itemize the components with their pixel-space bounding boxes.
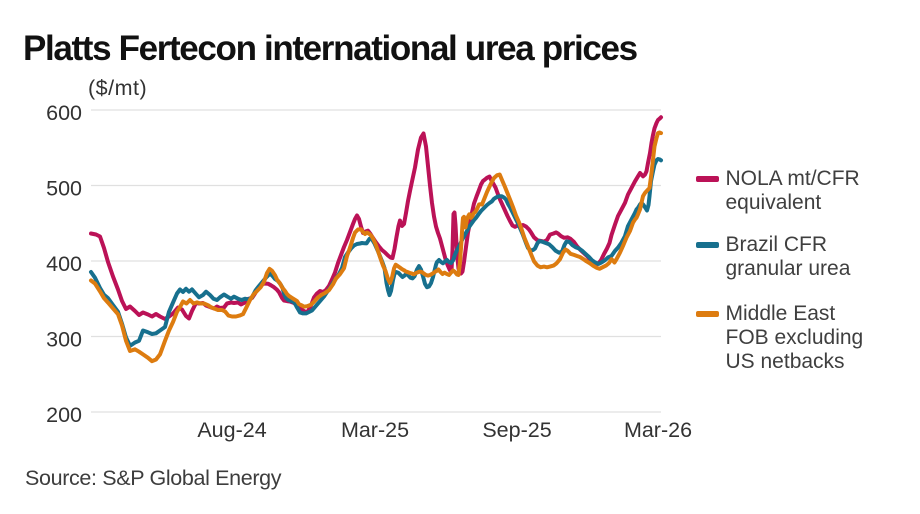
svg-text:300: 300 bbox=[46, 328, 82, 352]
svg-text:600: 600 bbox=[46, 101, 82, 125]
svg-text:400: 400 bbox=[46, 252, 82, 276]
svg-text:Sep-25: Sep-25 bbox=[482, 418, 551, 442]
svg-text:Aug-24: Aug-24 bbox=[197, 418, 266, 442]
svg-text:Mar-26: Mar-26 bbox=[624, 418, 692, 442]
svg-text:Mar-25: Mar-25 bbox=[341, 418, 409, 442]
svg-text:200: 200 bbox=[46, 403, 82, 427]
svg-text:500: 500 bbox=[46, 177, 82, 201]
